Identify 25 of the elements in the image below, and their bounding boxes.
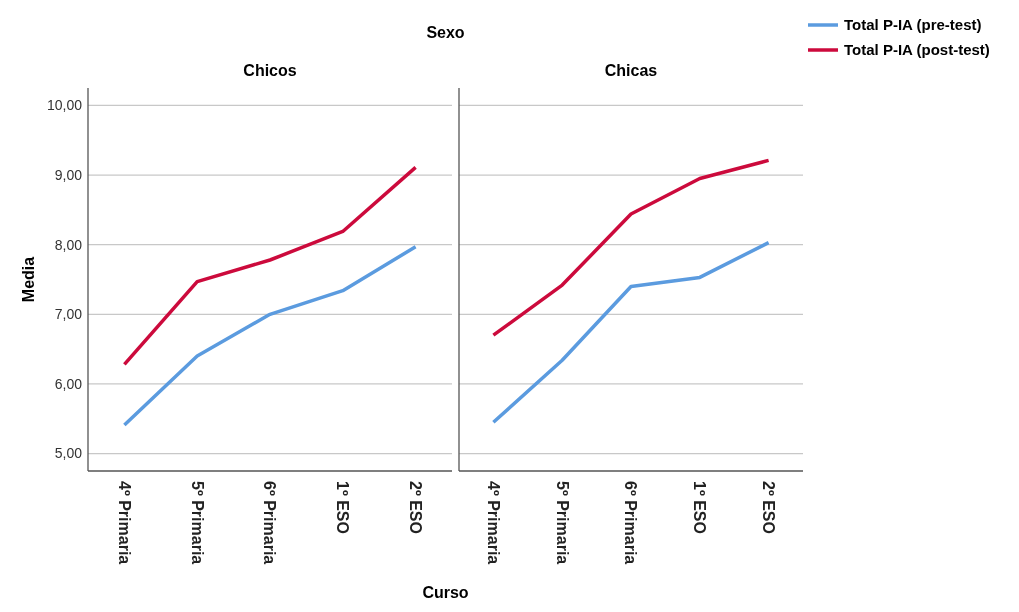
line-series (122, 165, 418, 367)
legend-label: Total P-IA (pre-test) (844, 16, 982, 34)
x-tick-label: 6º Primaria (622, 481, 640, 565)
text: Sexo (426, 24, 465, 41)
x-tick-label: 1º ESO (691, 481, 709, 534)
x-tick-label: 2º ESO (760, 481, 777, 534)
y-tick-label: 6,00 (54, 375, 83, 392)
x-tick-label: 5º Primaria (188, 481, 206, 565)
x-tick-label: 4º Primaria (484, 481, 502, 565)
x-tick-label: 5º Primaria (553, 481, 571, 565)
x-axis-title: Curso (422, 584, 469, 601)
y-tick-label: 9,00 (54, 166, 83, 183)
legend-label: Total P-IA (post-test) (844, 41, 990, 59)
chart-title: Chicos (243, 62, 297, 79)
y-tick-label: 8,00 (54, 236, 83, 253)
chart-title: Chicas (604, 62, 658, 79)
y-tick-label: 5,00 (54, 445, 83, 462)
y-axis-title: Media (20, 256, 37, 303)
x-tick-label: 2º ESO (407, 481, 424, 534)
x-tick-label: 6º Primaria (261, 481, 279, 565)
x-tick-label: 1º ESO (334, 481, 352, 534)
line-series (122, 245, 418, 427)
x-tick-label: 4º Primaria (115, 481, 133, 565)
y-tick-label: 7,00 (54, 306, 83, 323)
y-tick-label: 10,00 (46, 97, 83, 114)
